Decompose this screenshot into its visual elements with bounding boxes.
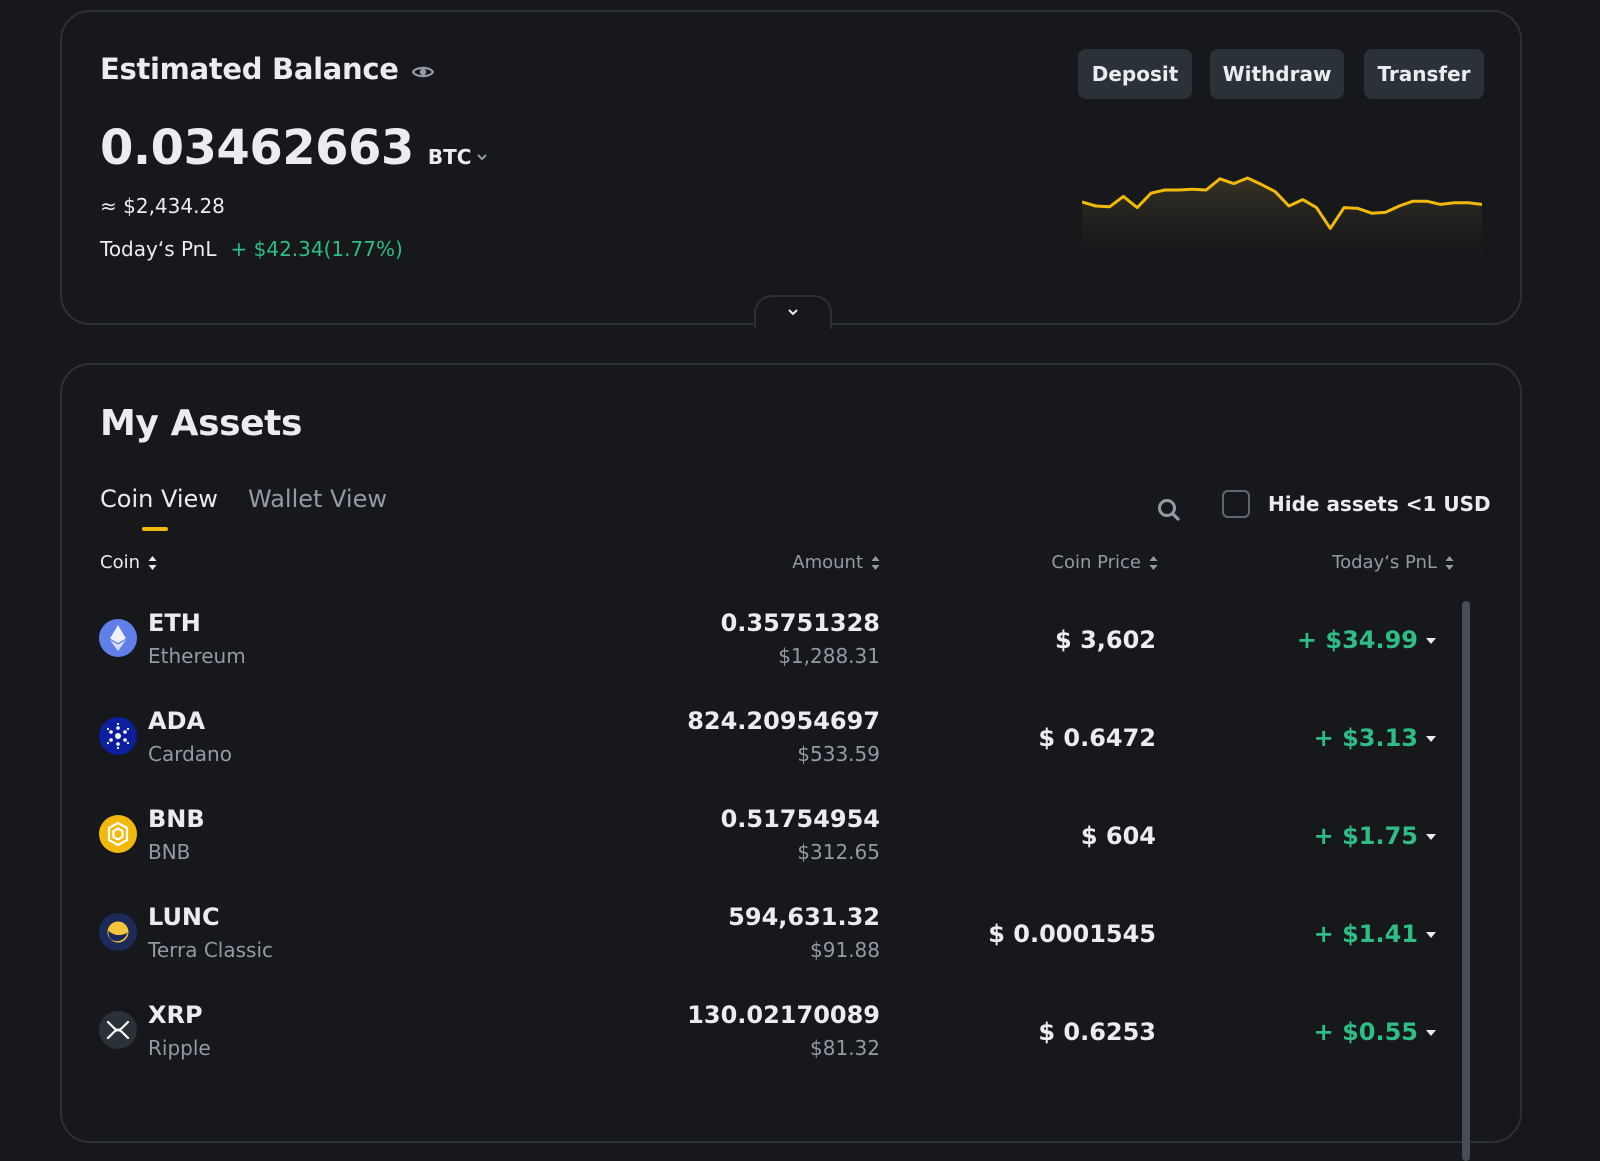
my-assets-title: My Assets bbox=[100, 403, 302, 444]
my-assets-card: My Assets Coin View Wallet View Hide ass… bbox=[60, 363, 1522, 1161]
coin-todays-pnl: + $3.13 bbox=[1313, 724, 1418, 752]
sort-icon bbox=[1149, 555, 1158, 571]
coin-symbol: XRP bbox=[148, 1001, 203, 1029]
balance-unit: BTC bbox=[427, 145, 472, 169]
balance-amount: 0.03462663 bbox=[100, 120, 414, 176]
bnb-icon bbox=[99, 815, 137, 853]
coin-name: BNB bbox=[148, 840, 191, 864]
sort-icon bbox=[871, 555, 880, 571]
coin-amount-usd: $533.59 bbox=[797, 742, 880, 766]
column-header-todays-pnl-label: Today‘s PnL bbox=[1332, 552, 1437, 573]
coin-name: Terra Classic bbox=[148, 938, 273, 962]
coin-amount: 0.51754954 bbox=[720, 805, 880, 833]
coin-amount: 0.35751328 bbox=[720, 609, 880, 637]
tab-coin-view[interactable]: Coin View bbox=[100, 485, 218, 513]
terra-classic-icon bbox=[99, 913, 137, 951]
caret-down-icon[interactable] bbox=[1426, 931, 1436, 939]
xrp-icon bbox=[99, 1011, 137, 1049]
asset-row[interactable]: LUNC Terra Classic 594,631.32 $91.88 $ 0… bbox=[62, 889, 1502, 987]
sort-icon bbox=[148, 555, 157, 571]
todays-pnl-value: + $42.34(1.77%) bbox=[230, 237, 403, 261]
coin-symbol: ETH bbox=[148, 609, 201, 637]
coin-amount-usd: $312.65 bbox=[797, 840, 880, 864]
balance-sparkline bbox=[1082, 176, 1482, 262]
coin-symbol: LUNC bbox=[148, 903, 220, 931]
active-tab-indicator bbox=[142, 527, 168, 531]
sort-icon bbox=[1445, 555, 1454, 571]
coin-name: Ethereum bbox=[148, 644, 246, 668]
sparkline-line bbox=[1082, 176, 1482, 230]
coin-name: Ripple bbox=[148, 1036, 211, 1060]
transfer-button[interactable]: Transfer bbox=[1364, 49, 1484, 99]
withdraw-button[interactable]: Withdraw bbox=[1210, 49, 1344, 99]
deposit-button[interactable]: Deposit bbox=[1078, 49, 1192, 99]
coin-price: $ 0.0001545 bbox=[988, 920, 1156, 948]
tab-wallet-view[interactable]: Wallet View bbox=[248, 485, 387, 513]
sparkline-area bbox=[1082, 178, 1482, 262]
coin-price: $ 3,602 bbox=[1055, 626, 1156, 654]
column-header-coin-price-label: Coin Price bbox=[1051, 552, 1141, 573]
coin-todays-pnl: + $1.41 bbox=[1313, 920, 1418, 948]
caret-down-icon[interactable] bbox=[1426, 637, 1436, 645]
estimated-balance-title-row: Estimated Balance bbox=[100, 52, 435, 86]
eye-icon[interactable] bbox=[411, 57, 435, 81]
cardano-icon bbox=[99, 717, 137, 755]
asset-row[interactable]: ETH Ethereum 0.35751328 $1,288.31 $ 3,60… bbox=[62, 595, 1502, 693]
todays-pnl-label: Today‘s PnL bbox=[100, 237, 217, 261]
asset-row[interactable]: XRP Ripple 130.02170089 $81.32 $ 0.6253 … bbox=[62, 987, 1502, 1085]
coin-symbol: ADA bbox=[148, 707, 206, 735]
coin-amount: 130.02170089 bbox=[687, 1001, 880, 1029]
todays-pnl-row: Today‘s PnL + $42.34(1.77%) bbox=[100, 237, 403, 261]
caret-down-icon[interactable] bbox=[1426, 833, 1436, 841]
chevron-down-icon bbox=[786, 304, 800, 323]
balance-usd-approx: ≈ $2,434.28 bbox=[100, 194, 225, 218]
ethereum-icon bbox=[99, 619, 137, 657]
balance-amount-row: 0.03462663 BTC bbox=[100, 120, 489, 176]
caret-down-icon[interactable] bbox=[1426, 1029, 1436, 1037]
asset-row[interactable]: BNB BNB 0.51754954 $312.65 $ 604 + $1.75 bbox=[62, 791, 1502, 889]
coin-price: $ 0.6472 bbox=[1038, 724, 1156, 752]
estimated-balance-card: Estimated Balance 0.03462663 BTC ≈ $2,43… bbox=[60, 10, 1522, 329]
coin-amount-usd: $1,288.31 bbox=[778, 644, 880, 668]
column-header-amount[interactable]: Amount bbox=[792, 552, 880, 573]
caret-down-icon[interactable] bbox=[1426, 735, 1436, 743]
coin-amount: 824.20954697 bbox=[687, 707, 880, 735]
column-header-coin-price[interactable]: Coin Price bbox=[1051, 552, 1158, 573]
estimated-balance-title: Estimated Balance bbox=[100, 52, 399, 86]
coin-todays-pnl: + $34.99 bbox=[1296, 626, 1418, 654]
coin-amount: 594,631.32 bbox=[728, 903, 880, 931]
column-header-todays-pnl[interactable]: Today‘s PnL bbox=[1332, 552, 1454, 573]
expand-toggle[interactable] bbox=[754, 295, 832, 329]
coin-todays-pnl: + $1.75 bbox=[1313, 822, 1418, 850]
coin-amount-usd: $81.32 bbox=[810, 1036, 880, 1060]
hide-small-assets-label[interactable]: Hide assets <1 USD bbox=[1268, 492, 1491, 516]
column-header-amount-label: Amount bbox=[792, 552, 863, 573]
hide-small-assets-checkbox[interactable] bbox=[1222, 490, 1250, 518]
coin-symbol: BNB bbox=[148, 805, 205, 833]
coin-price: $ 0.6253 bbox=[1038, 1018, 1156, 1046]
balance-unit-selector[interactable]: BTC bbox=[428, 145, 490, 169]
coin-amount-usd: $91.88 bbox=[810, 938, 880, 962]
chevron-down-icon bbox=[475, 145, 489, 169]
asset-row[interactable]: ADA Cardano 824.20954697 $533.59 $ 0.647… bbox=[62, 693, 1502, 791]
coin-todays-pnl: + $0.55 bbox=[1313, 1018, 1418, 1046]
asset-list-scrollbar[interactable] bbox=[1462, 601, 1470, 1161]
coin-name: Cardano bbox=[148, 742, 232, 766]
search-icon[interactable] bbox=[1156, 497, 1182, 523]
column-header-coin-label: Coin bbox=[100, 552, 140, 573]
column-header-coin[interactable]: Coin bbox=[100, 552, 157, 573]
coin-price: $ 604 bbox=[1080, 822, 1156, 850]
